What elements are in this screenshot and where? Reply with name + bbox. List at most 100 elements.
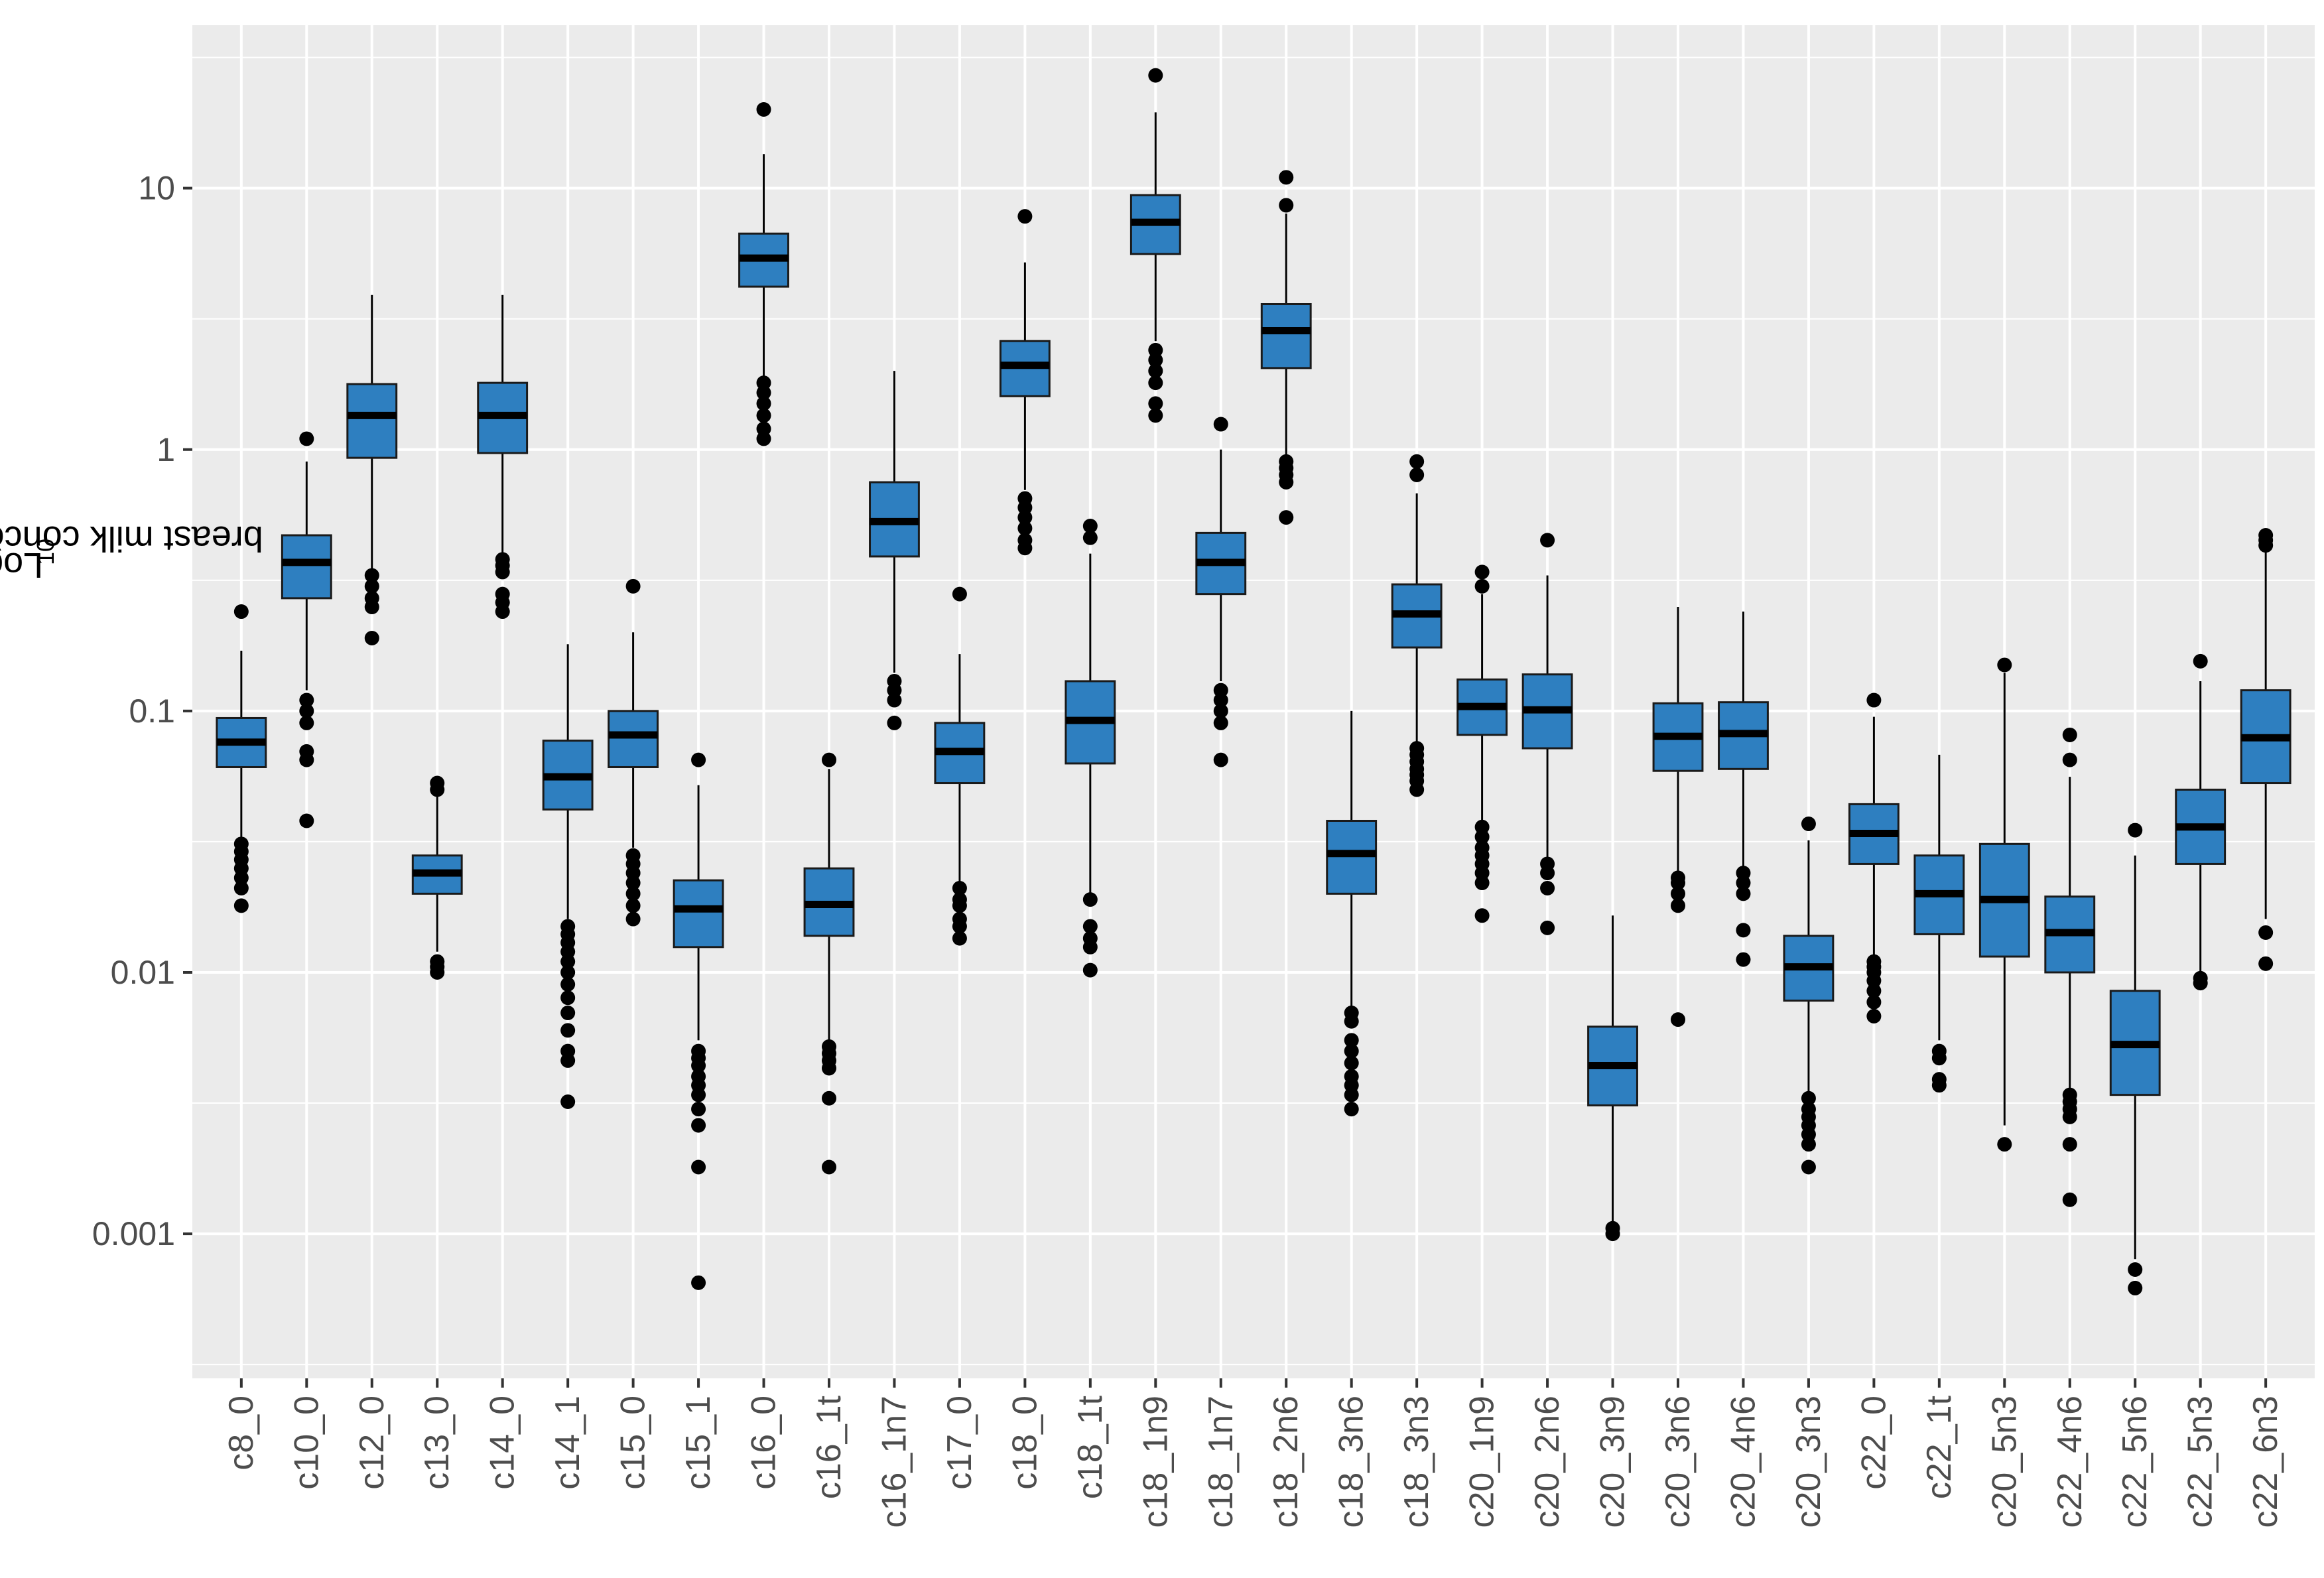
outlier-point — [2128, 1262, 2143, 1277]
box-c20_1n9 — [1456, 564, 1508, 923]
outlier-point — [2193, 976, 2208, 991]
box-c15_0 — [608, 578, 659, 927]
outlier-point — [822, 752, 836, 767]
outlier-point — [756, 385, 771, 401]
outlier-point — [1344, 1102, 1359, 1117]
plot-panel — [192, 25, 2315, 1378]
outlier-point — [625, 898, 641, 913]
outlier-point — [430, 775, 445, 791]
outlier-point — [1213, 692, 1228, 708]
outlier-point — [1344, 1043, 1359, 1059]
box-c22_0 — [1848, 692, 1900, 1024]
outlier-point — [1801, 1137, 1816, 1152]
y-tick-label: 0.1 — [129, 692, 175, 730]
outlier-point — [1671, 1012, 1685, 1027]
outlier-point — [560, 964, 576, 980]
outlier-point — [1017, 541, 1033, 556]
outlier-point — [1866, 692, 1882, 708]
outlier-point — [1279, 170, 1294, 185]
outlier-point — [364, 568, 379, 583]
outlier-point — [1801, 1159, 1816, 1175]
box-c16_1t — [803, 752, 855, 1175]
box-c22_6n3 — [2240, 527, 2292, 971]
box-c20_5n3 — [1978, 657, 2030, 1152]
outlier-point — [625, 876, 641, 891]
outlier-point — [299, 703, 314, 718]
x-tick-label: c22_1t — [1920, 1395, 1959, 1499]
outlier-point — [2062, 1192, 2077, 1207]
box-c22_4n6 — [2044, 727, 2096, 1207]
outlier-point — [2258, 925, 2274, 940]
outlier-point — [364, 578, 379, 594]
x-tick-label: c16_1t — [810, 1395, 848, 1499]
box-c12_0 — [346, 295, 398, 646]
y-tick-label: 0.01 — [111, 954, 175, 991]
x-tick-label: c18_3n6 — [1332, 1396, 1371, 1528]
outlier-point — [952, 586, 967, 602]
outlier-point — [299, 431, 314, 446]
outlier-point — [1213, 703, 1228, 718]
outlier-point — [691, 1118, 706, 1133]
outlier-point — [1474, 829, 1490, 844]
outlier-point — [1082, 919, 1098, 934]
x-tick-label: c13_0 — [418, 1396, 456, 1490]
outlier-point — [1866, 983, 1882, 998]
outlier-point — [1866, 1009, 1882, 1024]
outlier-point — [299, 752, 314, 767]
x-tick-label: c20_1n9 — [1463, 1396, 1502, 1528]
outlier-point — [822, 1090, 836, 1106]
box-c18_1n7 — [1195, 417, 1247, 767]
outlier-point — [299, 692, 314, 708]
outlier-point — [952, 898, 967, 913]
outlier-point — [625, 578, 641, 594]
x-tick-label: c22_4n6 — [2051, 1396, 2089, 1528]
x-tick-label: c8_0 — [222, 1396, 261, 1471]
outlier-point — [1213, 715, 1228, 730]
outlier-point — [1279, 474, 1294, 490]
outlier-point — [1017, 510, 1033, 525]
outlier-point — [1931, 1078, 1947, 1093]
box-c13_0 — [411, 775, 463, 980]
outlier-point — [691, 1102, 706, 1117]
x-tick-label: c16_1n7 — [875, 1396, 913, 1528]
outlier-point — [1997, 1137, 2012, 1152]
x-tick-label: c22_0 — [1854, 1396, 1893, 1490]
outlier-point — [299, 715, 314, 730]
outlier-point — [1736, 886, 1751, 901]
outlier-point — [560, 977, 576, 992]
outlier-point — [2128, 822, 2143, 838]
box-c14_0 — [477, 295, 529, 620]
box-c8_0 — [216, 604, 267, 913]
outlier-point — [495, 564, 510, 580]
outlier-point — [887, 715, 902, 730]
outlier-point — [1474, 876, 1490, 891]
outlier-point — [1082, 530, 1098, 545]
box-c20_2n6 — [1521, 533, 1573, 935]
x-tick-label: c17_0 — [940, 1396, 979, 1490]
outlier-point — [1409, 467, 1425, 482]
outlier-point — [1082, 939, 1098, 954]
y-tick-label: 0.001 — [92, 1215, 175, 1252]
outlier-point — [1801, 1090, 1816, 1106]
x-tick-label: c20_2n6 — [1528, 1396, 1567, 1528]
x-tick-label: c15_1 — [679, 1396, 718, 1490]
x-tick-label: c16_0 — [745, 1396, 783, 1490]
outlier-point — [1344, 1033, 1359, 1048]
x-tick-label: c18_1t — [1071, 1395, 1110, 1499]
outlier-point — [1866, 994, 1882, 1010]
outlier-point — [2062, 1137, 2077, 1152]
outlier-point — [1540, 881, 1555, 896]
outlier-point — [1279, 510, 1294, 525]
outlier-point — [887, 692, 902, 708]
iqr-box — [1326, 819, 1378, 895]
box-c22_1t — [1913, 754, 1965, 1093]
outlier-point — [1148, 408, 1163, 423]
outlier-point — [233, 604, 249, 620]
box-c22_5n3 — [2175, 653, 2227, 991]
outlier-point — [1213, 417, 1228, 432]
outlier-point — [1148, 352, 1163, 367]
outlier-point — [952, 919, 967, 934]
x-tick-label: c18_2n6 — [1267, 1396, 1305, 1528]
outlier-point — [233, 898, 249, 913]
